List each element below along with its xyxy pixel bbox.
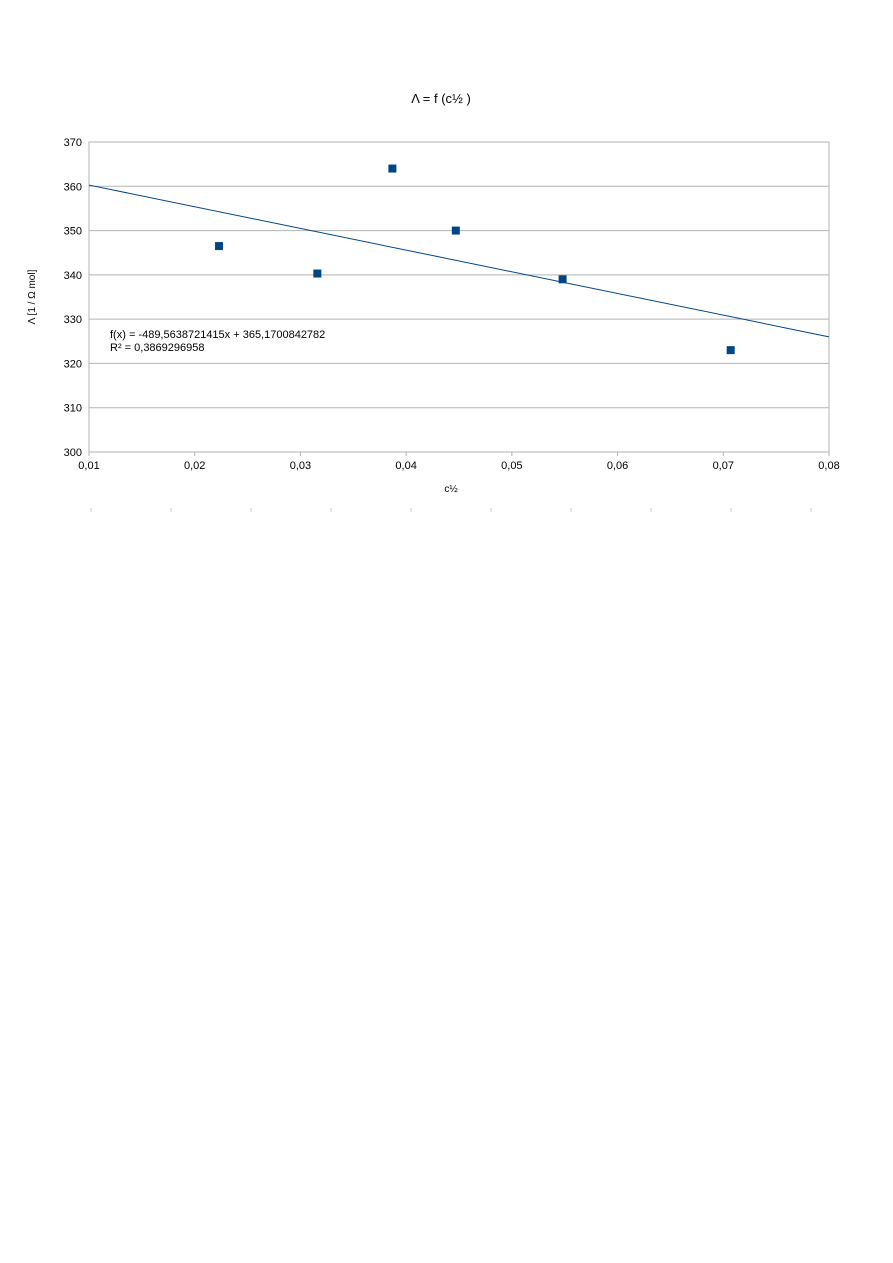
data-point-0 (215, 242, 224, 251)
x-tick-label-6: 0,07 (713, 460, 734, 472)
x-tick-labels: 0,01 0,02 0,03 0,04 0,05 0,06 0,07 0,08 (78, 452, 840, 472)
y-tick-label-2: 320 (64, 358, 82, 370)
plot-border (88, 141, 830, 453)
trendline-r-squared: R² = 0,3869296958 (110, 342, 205, 354)
trendline-equation: f(x) = -489,5638721415x + 365,1700842782 (110, 329, 325, 341)
data-point-5 (726, 346, 735, 355)
bottom-marks (90, 508, 812, 512)
plot-frame (88, 141, 830, 453)
y-axis-label: Λ [1 / Ω mol] (27, 269, 38, 324)
y-tick-label-0: 300 (64, 447, 82, 459)
x-tick-label-5: 0,06 (607, 460, 628, 472)
x-axis-label: c½ (444, 484, 458, 495)
y-tick-label-1: 310 (64, 403, 82, 415)
x-tick-label-4: 0,05 (501, 460, 522, 472)
y-tick-label-3: 330 (64, 314, 82, 326)
y-tick-label-7: 370 (64, 137, 82, 149)
trendline-line (88, 184, 830, 338)
data-point-3 (451, 226, 460, 235)
x-tick-label-7: 0,08 (818, 460, 839, 472)
data-point-2 (388, 164, 397, 173)
data-points (215, 164, 735, 355)
x-tick-label-3: 0,04 (395, 460, 416, 472)
x-tick-label-1: 0,02 (184, 460, 205, 472)
y-tick-label-5: 350 (64, 226, 82, 238)
x-tick-label-2: 0,03 (290, 460, 311, 472)
y-tick-label-4: 340 (64, 270, 82, 282)
grid-lines (89, 141, 829, 453)
data-point-4 (558, 275, 567, 284)
trendline (88, 184, 830, 338)
data-point-1 (313, 269, 322, 278)
x-tick-label-0: 0,01 (78, 460, 99, 472)
y-tick-label-6: 360 (64, 181, 82, 193)
chart-title: Λ = f (c½ ) (411, 91, 471, 106)
y-tick-labels: 300 310 320 330 340 350 360 370 (64, 137, 82, 459)
